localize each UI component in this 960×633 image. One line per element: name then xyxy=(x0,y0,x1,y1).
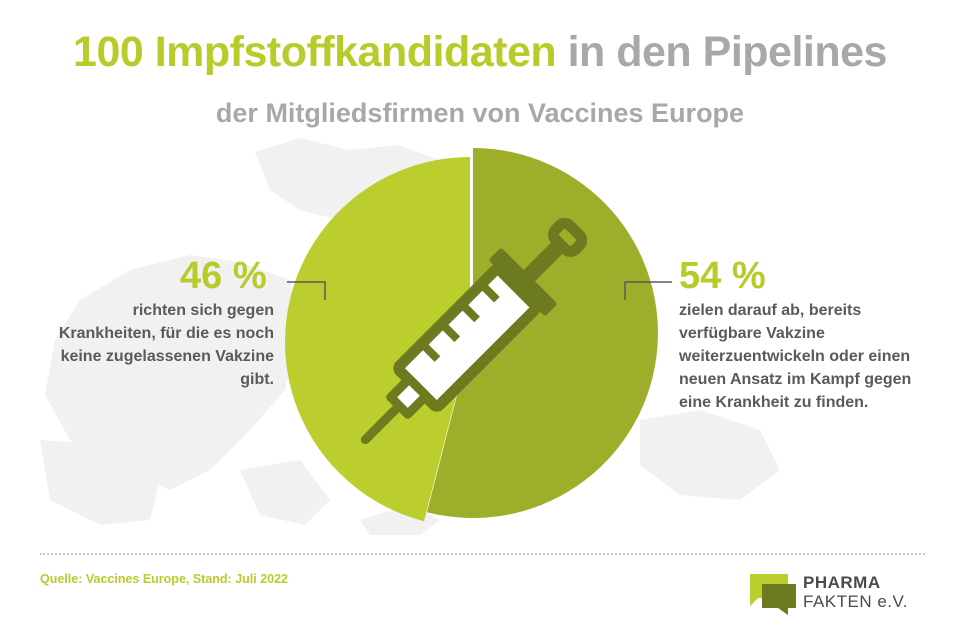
slice-description-46: richten sich gegen Krankheiten, für die … xyxy=(58,302,274,388)
page-title: 100 Impfstoffkandidaten in den Pipelines xyxy=(0,28,960,77)
slice-label-54: 54 % xyxy=(679,255,766,297)
pie-slice-54 xyxy=(426,148,658,519)
pharma-fakten-logo-mark xyxy=(750,574,796,615)
pie-slice-46 xyxy=(284,157,470,522)
right-leader-line xyxy=(624,281,672,300)
page-subtitle: der Mitgliedsfirmen von Vaccines Europe xyxy=(215,98,745,128)
source-note: Quelle: Vaccines Europe, Stand: Juli 202… xyxy=(40,572,289,586)
left-leader-line xyxy=(287,281,326,300)
slice-label-46: 46 % xyxy=(180,255,267,297)
title-accent: 100 Impfstoffkandidaten xyxy=(73,28,557,76)
slice-description-54: zielen darauf ab, bereits verfügbare Vak… xyxy=(679,302,912,411)
logo-line-2: FAKTEN e.V. xyxy=(803,592,909,611)
footer-divider xyxy=(40,553,925,555)
syringe-icon xyxy=(360,217,588,445)
title-gray: in den Pipelines xyxy=(567,28,888,76)
pie-slices xyxy=(284,148,658,522)
logo-line-1: PHARMA xyxy=(803,573,881,592)
pharma-fakten-logo: PHARMA FAKTEN e.V. xyxy=(748,570,938,618)
